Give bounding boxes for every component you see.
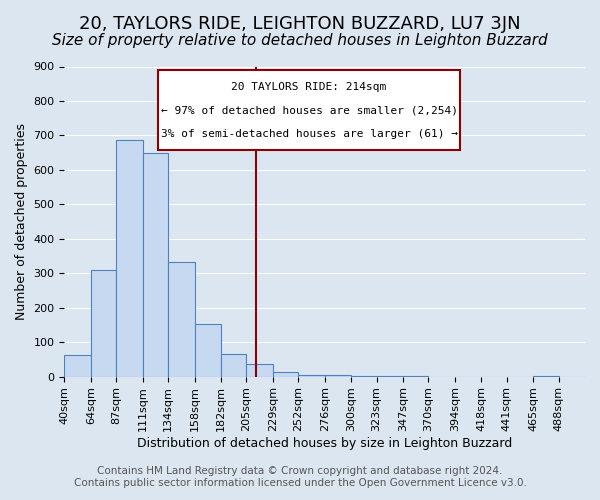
Text: 20, TAYLORS RIDE, LEIGHTON BUZZARD, LU7 3JN: 20, TAYLORS RIDE, LEIGHTON BUZZARD, LU7 … [79, 15, 521, 33]
Text: Size of property relative to detached houses in Leighton Buzzard: Size of property relative to detached ho… [52, 32, 548, 48]
Bar [116, 140, 143, 376]
X-axis label: Distribution of detached houses by size in Leighton Buzzard: Distribution of detached houses by size … [137, 437, 512, 450]
Bar [168, 262, 194, 376]
Bar [273, 372, 298, 376]
Bar [194, 324, 221, 376]
Bar [64, 355, 91, 376]
Y-axis label: Number of detached properties: Number of detached properties [15, 123, 28, 320]
Bar [91, 270, 116, 376]
Bar [143, 153, 168, 376]
Text: 3% of semi-detached houses are larger (61) →: 3% of semi-detached houses are larger (6… [161, 128, 458, 138]
Bar [247, 364, 273, 376]
Text: ← 97% of detached houses are smaller (2,254): ← 97% of detached houses are smaller (2,… [161, 106, 458, 116]
FancyBboxPatch shape [158, 70, 460, 150]
Bar [325, 375, 351, 376]
Bar [221, 354, 247, 376]
Bar [298, 375, 325, 376]
Text: Contains HM Land Registry data © Crown copyright and database right 2024.
Contai: Contains HM Land Registry data © Crown c… [74, 466, 526, 487]
Text: 20 TAYLORS RIDE: 214sqm: 20 TAYLORS RIDE: 214sqm [232, 82, 387, 92]
